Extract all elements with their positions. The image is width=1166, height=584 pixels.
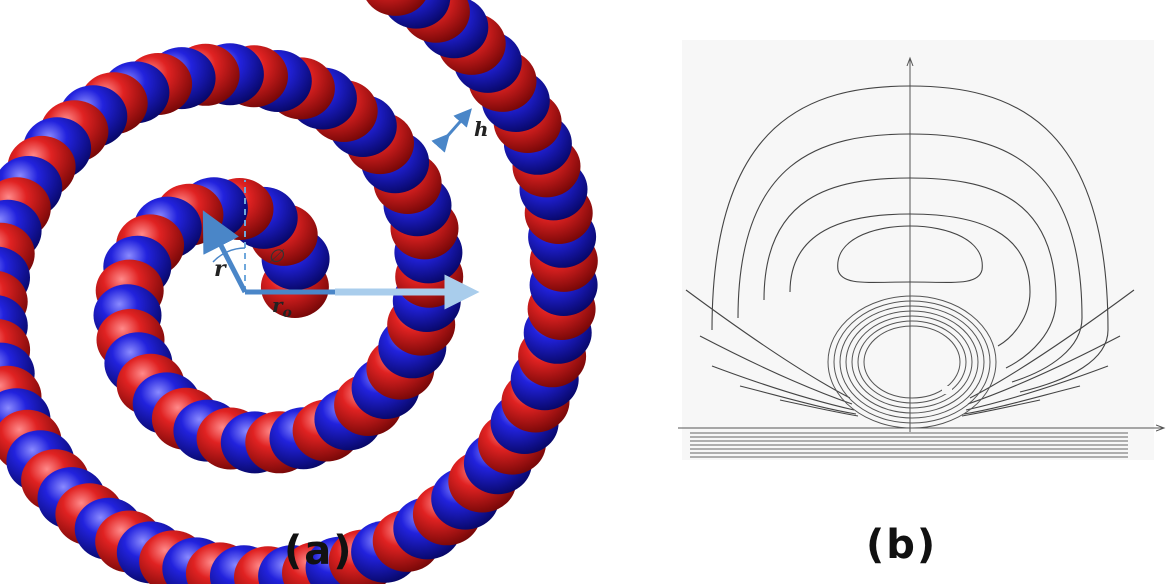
r-label: r [214, 256, 227, 282]
red-bead [366, 0, 426, 16]
caption-b: (b) [866, 522, 938, 568]
field-line-4 [789, 213, 1031, 347]
h-label: h [474, 117, 489, 141]
r0-subscript: o [283, 305, 292, 321]
sphere-rings [827, 295, 997, 429]
field-line-3 [763, 177, 1057, 369]
field-line-1 [711, 85, 1109, 393]
geometry-annotations [202, 108, 480, 310]
field-lines [711, 85, 1109, 393]
r0-label: ro [272, 293, 292, 321]
caption-a: (a) [284, 528, 354, 574]
phi-label: ∅ [268, 246, 285, 267]
closed-loop [837, 225, 983, 283]
fan-lines [685, 289, 1135, 417]
bead-spiral [0, 0, 598, 584]
r-arrow [202, 210, 248, 294]
field-line-panel [678, 40, 1164, 460]
field-line-2 [737, 133, 1083, 383]
field-plot-background [682, 40, 1154, 460]
substrate-layers [690, 432, 1128, 458]
spiral-bead-panel: r ro ∅ h [0, 0, 598, 584]
h-arrow [431, 108, 472, 153]
